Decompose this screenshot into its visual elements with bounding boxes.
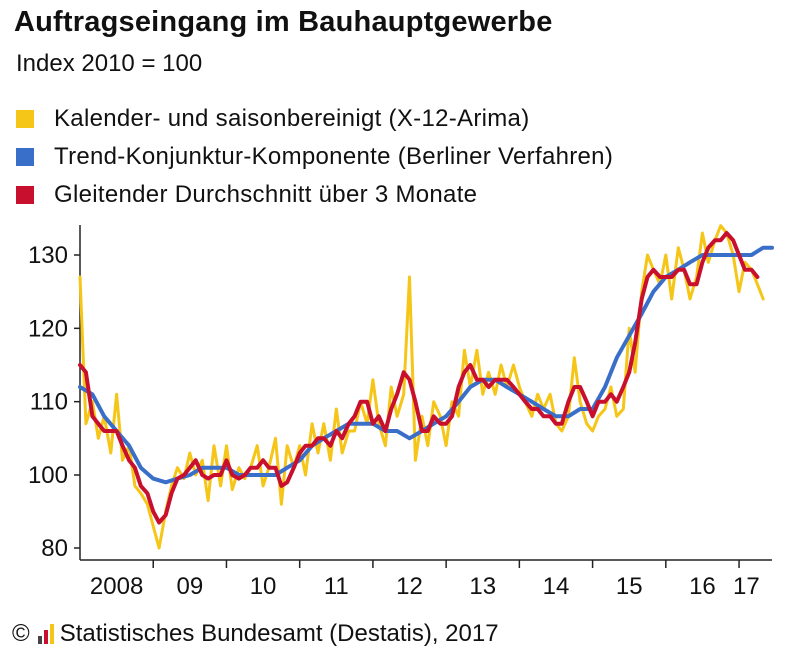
- series-line-seasonal: [78, 224, 765, 550]
- copyright-symbol: ©: [12, 620, 30, 647]
- legend-item-moving-average: Gleitender Durchschnitt über 3 Monate: [16, 176, 613, 214]
- x-tick-label: 11: [324, 573, 349, 600]
- footer: © Statistisches Bundesamt (Destatis), 20…: [12, 620, 499, 648]
- x-tick-labels: 2008 09 10 11 12 13 14 15 16 17: [90, 573, 760, 600]
- y-tick-label: 120: [28, 315, 68, 342]
- x-tick-label: 15: [616, 573, 643, 600]
- legend-swatch-seasonal: [16, 110, 34, 128]
- x-tick-label: 12: [396, 573, 423, 600]
- legend-label-moving-average: Gleitender Durchschnitt über 3 Monate: [54, 181, 478, 208]
- x-tick-label: 16: [689, 573, 716, 600]
- y-tick-labels: 80 100 110 120 130: [28, 242, 68, 562]
- chart-series: [78, 224, 774, 550]
- x-tick-label: 2008: [90, 573, 143, 600]
- x-tick-label: 17: [733, 573, 760, 600]
- legend-label-trend: Trend-Konjunktur-Komponente (Berliner Ve…: [54, 143, 614, 170]
- chart-subtitle: Index 2010 = 100: [16, 50, 203, 77]
- series-line-moving-average: [78, 231, 760, 525]
- legend: Kalender- und saisonbereinigt (X-12-Arim…: [16, 100, 613, 214]
- x-tick-label: 09: [176, 573, 203, 600]
- legend-swatch-trend: [16, 148, 34, 166]
- legend-item-trend: Trend-Konjunktur-Komponente (Berliner Ve…: [16, 138, 613, 176]
- chart-title: Auftragseingang im Bauhauptgewerbe: [14, 6, 553, 38]
- legend-label-seasonal: Kalender- und saisonbereinigt (X-12-Arim…: [54, 105, 530, 132]
- y-tick-label: 130: [28, 242, 68, 269]
- y-tick-label: 110: [30, 389, 68, 416]
- legend-swatch-moving-average: [16, 186, 34, 204]
- x-tick-label: 13: [469, 573, 496, 600]
- x-tick-label: 10: [250, 573, 277, 600]
- x-tick-label: 14: [543, 573, 570, 600]
- y-tick-label: 100: [28, 462, 68, 489]
- legend-item-seasonal: Kalender- und saisonbereinigt (X-12-Arim…: [16, 100, 613, 138]
- y-tick-label: 80: [41, 535, 68, 562]
- footer-source: Statistisches Bundesamt (Destatis), 2017: [59, 620, 499, 647]
- destatis-logo-icon: [37, 624, 56, 644]
